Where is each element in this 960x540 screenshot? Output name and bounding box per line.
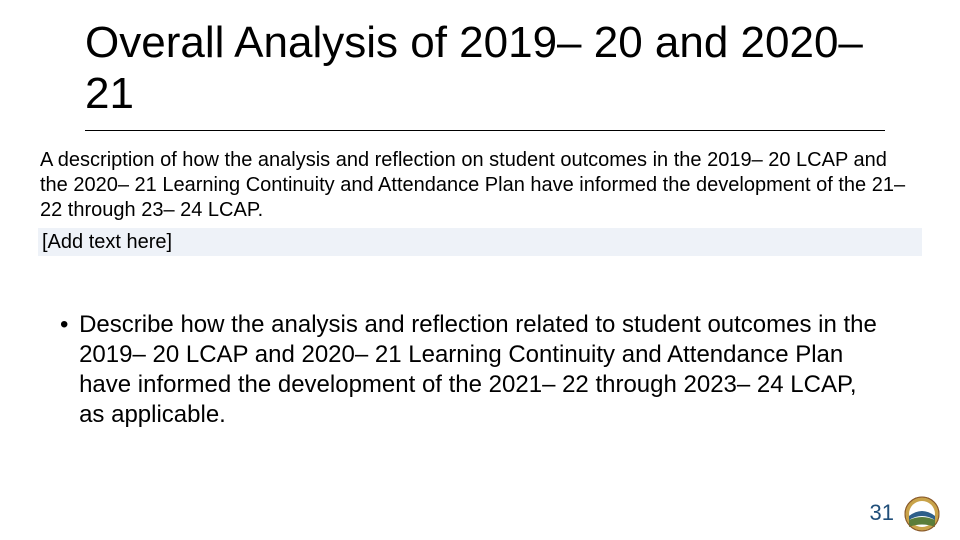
page-number: 31 xyxy=(870,500,894,526)
bullet-text: Describe how the analysis and reflection… xyxy=(75,310,879,430)
seal-icon xyxy=(904,496,940,532)
prompt-text: A description of how the analysis and re… xyxy=(40,148,920,223)
slide-title: Overall Analysis of 2019– 20 and 2020– 2… xyxy=(85,18,885,119)
slide: Overall Analysis of 2019– 20 and 2020– 2… xyxy=(0,0,960,540)
bullet-glyph: • xyxy=(60,310,68,340)
title-underline xyxy=(85,130,885,131)
bullet-item: • Describe how the analysis and reflecti… xyxy=(60,310,900,430)
placeholder-text-row: [Add text here] xyxy=(38,228,922,256)
